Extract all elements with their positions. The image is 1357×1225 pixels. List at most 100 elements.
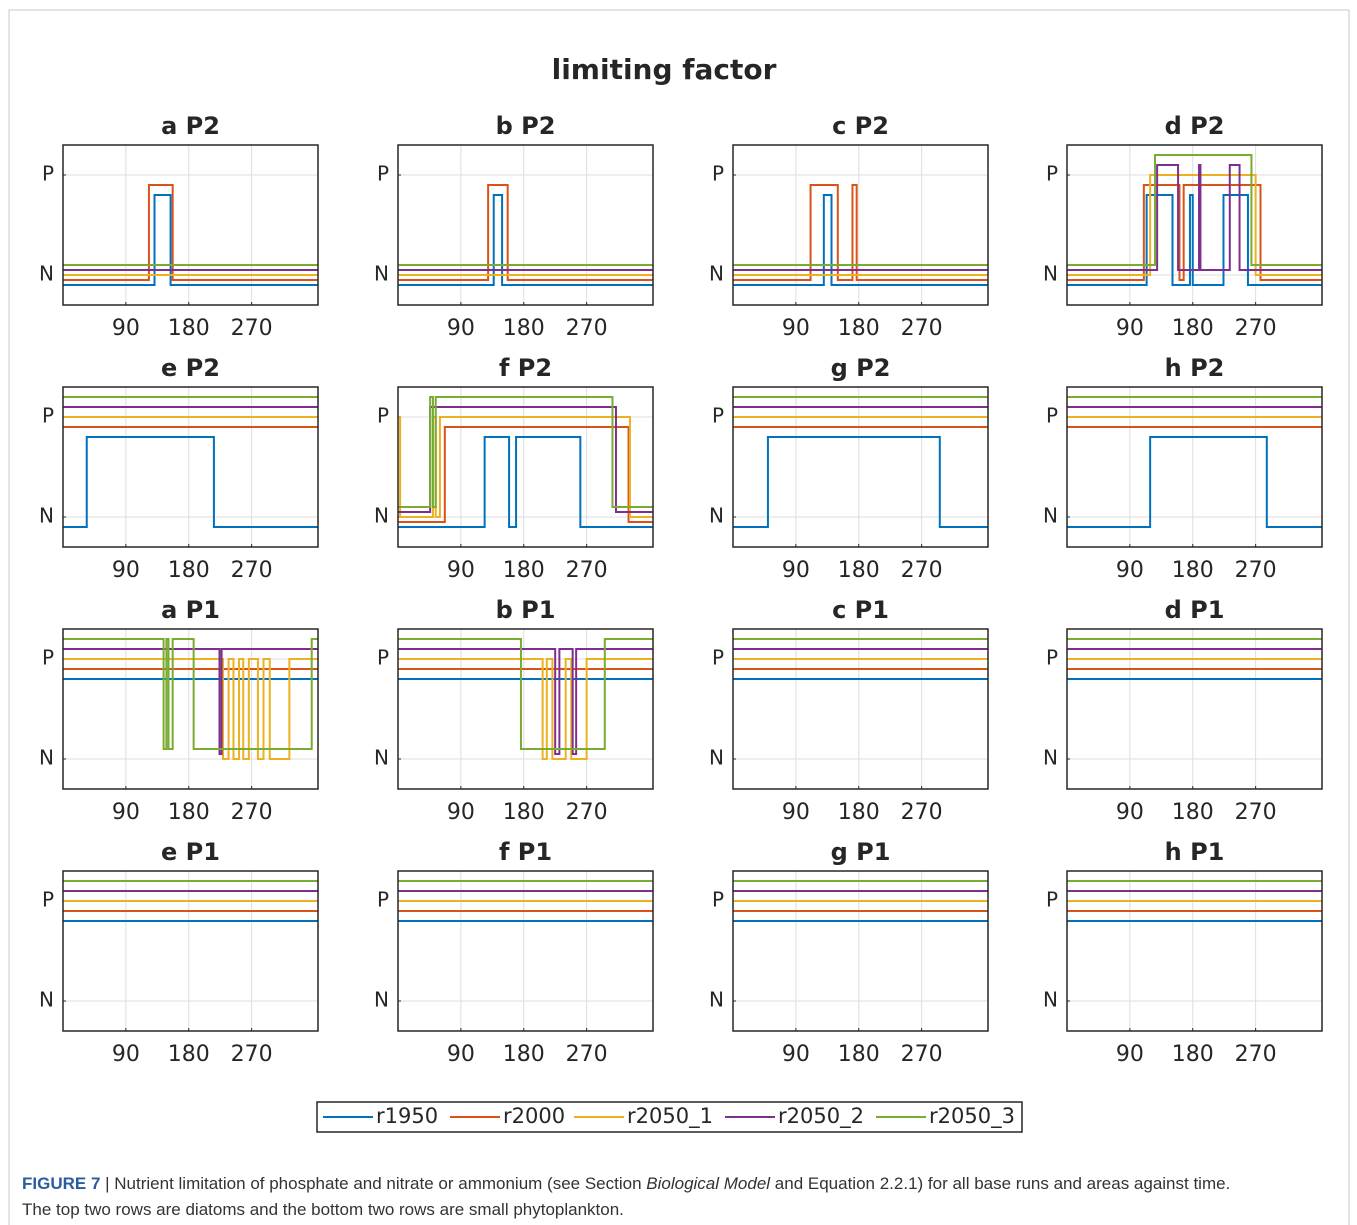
panel-title: f P1 [499,838,552,866]
x-tick-label: 90 [1116,558,1144,583]
series-line [398,426,653,523]
x-tick-label: 90 [782,800,810,825]
legend: r1950 r2000 r2050_1 r2050_2 r2050_3 [316,1101,1023,1133]
x-tick-label: 270 [1235,1042,1277,1067]
series-line [1067,164,1322,271]
y-tick-label: N [709,746,724,770]
panel-title: h P1 [1165,838,1225,866]
panel-title: h P2 [1165,354,1225,382]
plot-frame [1066,144,1323,306]
series-line [733,194,988,286]
y-tick-label: N [39,262,54,286]
panel-title: f P2 [499,354,552,382]
y-tick-label: N [709,504,724,528]
x-tick-label: 90 [112,558,140,583]
x-tick-label: 180 [838,316,880,341]
y-tick-label: N [374,504,389,528]
y-tick-label: N [1043,262,1058,286]
caption-italic: Biological Model [646,1174,771,1193]
x-tick-label: 180 [838,800,880,825]
plot-frame [62,870,319,1032]
plot-frame [62,386,319,548]
x-tick-label: 90 [782,316,810,341]
x-tick-label: 180 [1172,800,1214,825]
legend-label: r1950 [376,1104,438,1128]
panel: b P2 90 180 270 N P [374,112,654,341]
legend-label: r2050_1 [627,1104,713,1129]
panel-title: b P2 [496,112,556,140]
x-tick-label: 180 [503,558,545,583]
y-tick-label: P [712,888,724,912]
y-tick-label: N [1043,504,1058,528]
panel-title: c P2 [832,112,889,140]
panel-title: g P2 [831,354,891,382]
panel: h P2 90 180 270 N P [1043,354,1323,583]
plot-frame [62,144,319,306]
y-tick-label: N [374,746,389,770]
panel-title: a P2 [161,112,220,140]
series-line [733,436,988,528]
x-tick-label: 180 [1172,1042,1214,1067]
x-tick-label: 270 [231,800,273,825]
y-tick-label: N [709,262,724,286]
plot-frame [397,386,654,548]
series-line [1067,436,1322,528]
series-line [63,184,318,281]
x-tick-label: 180 [168,800,210,825]
panel: d P1 90 180 270 N P [1043,596,1323,825]
panel: c P2 90 180 270 N P [709,112,989,341]
x-tick-label: 180 [168,316,210,341]
panel-title: e P1 [161,838,220,866]
series-line [398,658,653,760]
x-tick-label: 270 [566,316,608,341]
x-tick-label: 180 [1172,558,1214,583]
y-tick-label: P [712,404,724,428]
series-line [398,638,653,750]
y-tick-label: P [1046,646,1058,670]
y-tick-label: P [42,888,54,912]
x-tick-label: 180 [503,316,545,341]
panel: a P1 90 180 270 N P [39,596,319,825]
x-tick-label: 90 [112,316,140,341]
series-line [398,436,653,528]
panel: b P1 90 180 270 N P [374,596,654,825]
x-tick-label: 90 [112,1042,140,1067]
y-tick-label: P [42,162,54,186]
x-tick-label: 270 [1235,316,1277,341]
y-tick-label: P [712,162,724,186]
x-tick-label: 90 [447,800,475,825]
panel: h P1 90 180 270 N P [1043,838,1323,1067]
frame [8,9,1350,1225]
x-tick-label: 90 [447,1042,475,1067]
panel: f P2 90 180 270 N P [374,354,654,583]
series-line [398,396,653,508]
caption-label: FIGURE 7 [22,1174,101,1193]
y-tick-label: N [374,988,389,1012]
x-tick-label: 270 [231,316,273,341]
panel: f P1 90 180 270 N P [374,838,654,1067]
legend-label: r2050_2 [778,1104,864,1129]
x-tick-label: 270 [901,316,943,341]
legend-label: r2000 [503,1104,565,1128]
y-tick-label: P [377,646,389,670]
x-tick-label: 270 [901,800,943,825]
y-tick-label: P [1046,404,1058,428]
y-tick-label: P [377,162,389,186]
plot-frame [1066,386,1323,548]
x-tick-label: 270 [231,558,273,583]
plot-frame [397,870,654,1032]
panel-title: c P1 [832,596,889,624]
series-line [398,648,653,755]
plot-frame [732,386,989,548]
panel: e P1 90 180 270 N P [39,838,319,1067]
panel-title: d P1 [1165,596,1225,624]
caption-text: and Equation 2.2.1) for all base runs an… [770,1174,1231,1193]
x-tick-label: 270 [1235,558,1277,583]
x-tick-label: 90 [1116,316,1144,341]
caption-line: The top two rows are diatoms and the bot… [22,1200,624,1219]
series-line [63,194,318,286]
plot-frame [397,628,654,790]
x-tick-label: 270 [901,1042,943,1067]
x-tick-label: 90 [112,800,140,825]
